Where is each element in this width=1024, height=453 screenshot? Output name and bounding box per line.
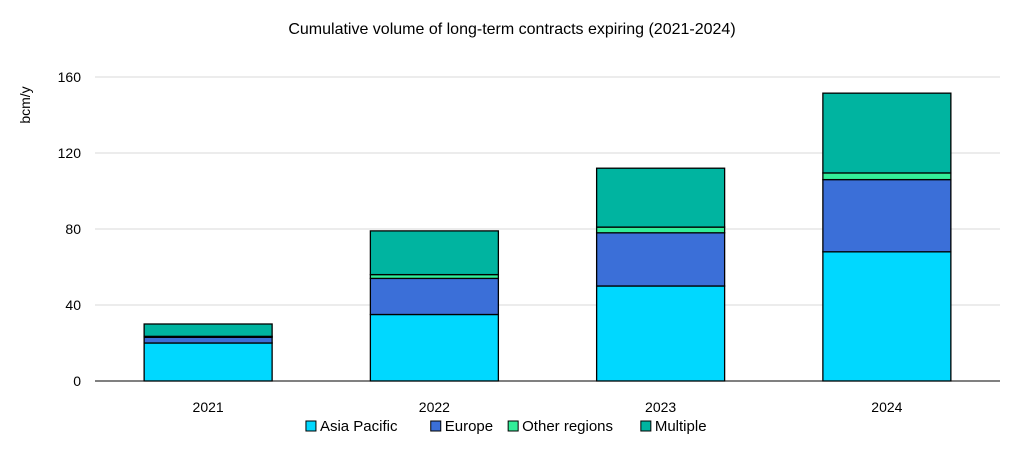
y-tick-label: 80 — [65, 221, 81, 237]
y-tick-label: 160 — [58, 69, 82, 85]
bar-segment — [143, 342, 273, 382]
bar-segment — [822, 251, 952, 382]
bar-segment — [595, 232, 726, 287]
legend-swatch — [305, 420, 317, 432]
x-tick-label: 2022 — [419, 399, 450, 415]
bar-segment — [822, 178, 952, 253]
bar-segment — [822, 92, 952, 174]
bars — [143, 92, 952, 382]
bar-segment — [595, 226, 726, 234]
legend-label: Other regions — [522, 418, 613, 435]
legend-label: Europe — [445, 418, 493, 435]
legend-swatch — [640, 420, 652, 432]
y-tick-label: 120 — [58, 145, 82, 161]
legend-label: Multiple — [655, 418, 707, 435]
legend-swatch — [430, 420, 442, 432]
bar-segment — [369, 313, 500, 382]
legend-swatch — [507, 420, 519, 432]
y-axis-label: bcm/y — [17, 86, 33, 123]
bar-segment — [595, 285, 726, 382]
bar-segment — [143, 336, 273, 344]
y-tick-label: 0 — [73, 373, 81, 389]
bar-segment — [595, 167, 726, 228]
x-tick-label: 2023 — [645, 399, 676, 415]
axes: 0 40 80 120 160 2021 2022 2023 2024 — [58, 69, 1000, 415]
x-tick-label: 2024 — [871, 399, 902, 415]
y-tick-label: 40 — [65, 297, 81, 313]
bar-segment — [143, 323, 273, 338]
chart-title: Cumulative volume of long-term contracts… — [288, 21, 735, 38]
bar-segment — [369, 277, 500, 316]
legend-label: Asia Pacific — [320, 418, 398, 435]
x-tick-label: 2021 — [193, 399, 224, 415]
bar-segment — [822, 172, 952, 181]
bar-segment — [369, 230, 500, 276]
legend: Asia Pacific Europe Other regions Multiple — [305, 418, 707, 435]
